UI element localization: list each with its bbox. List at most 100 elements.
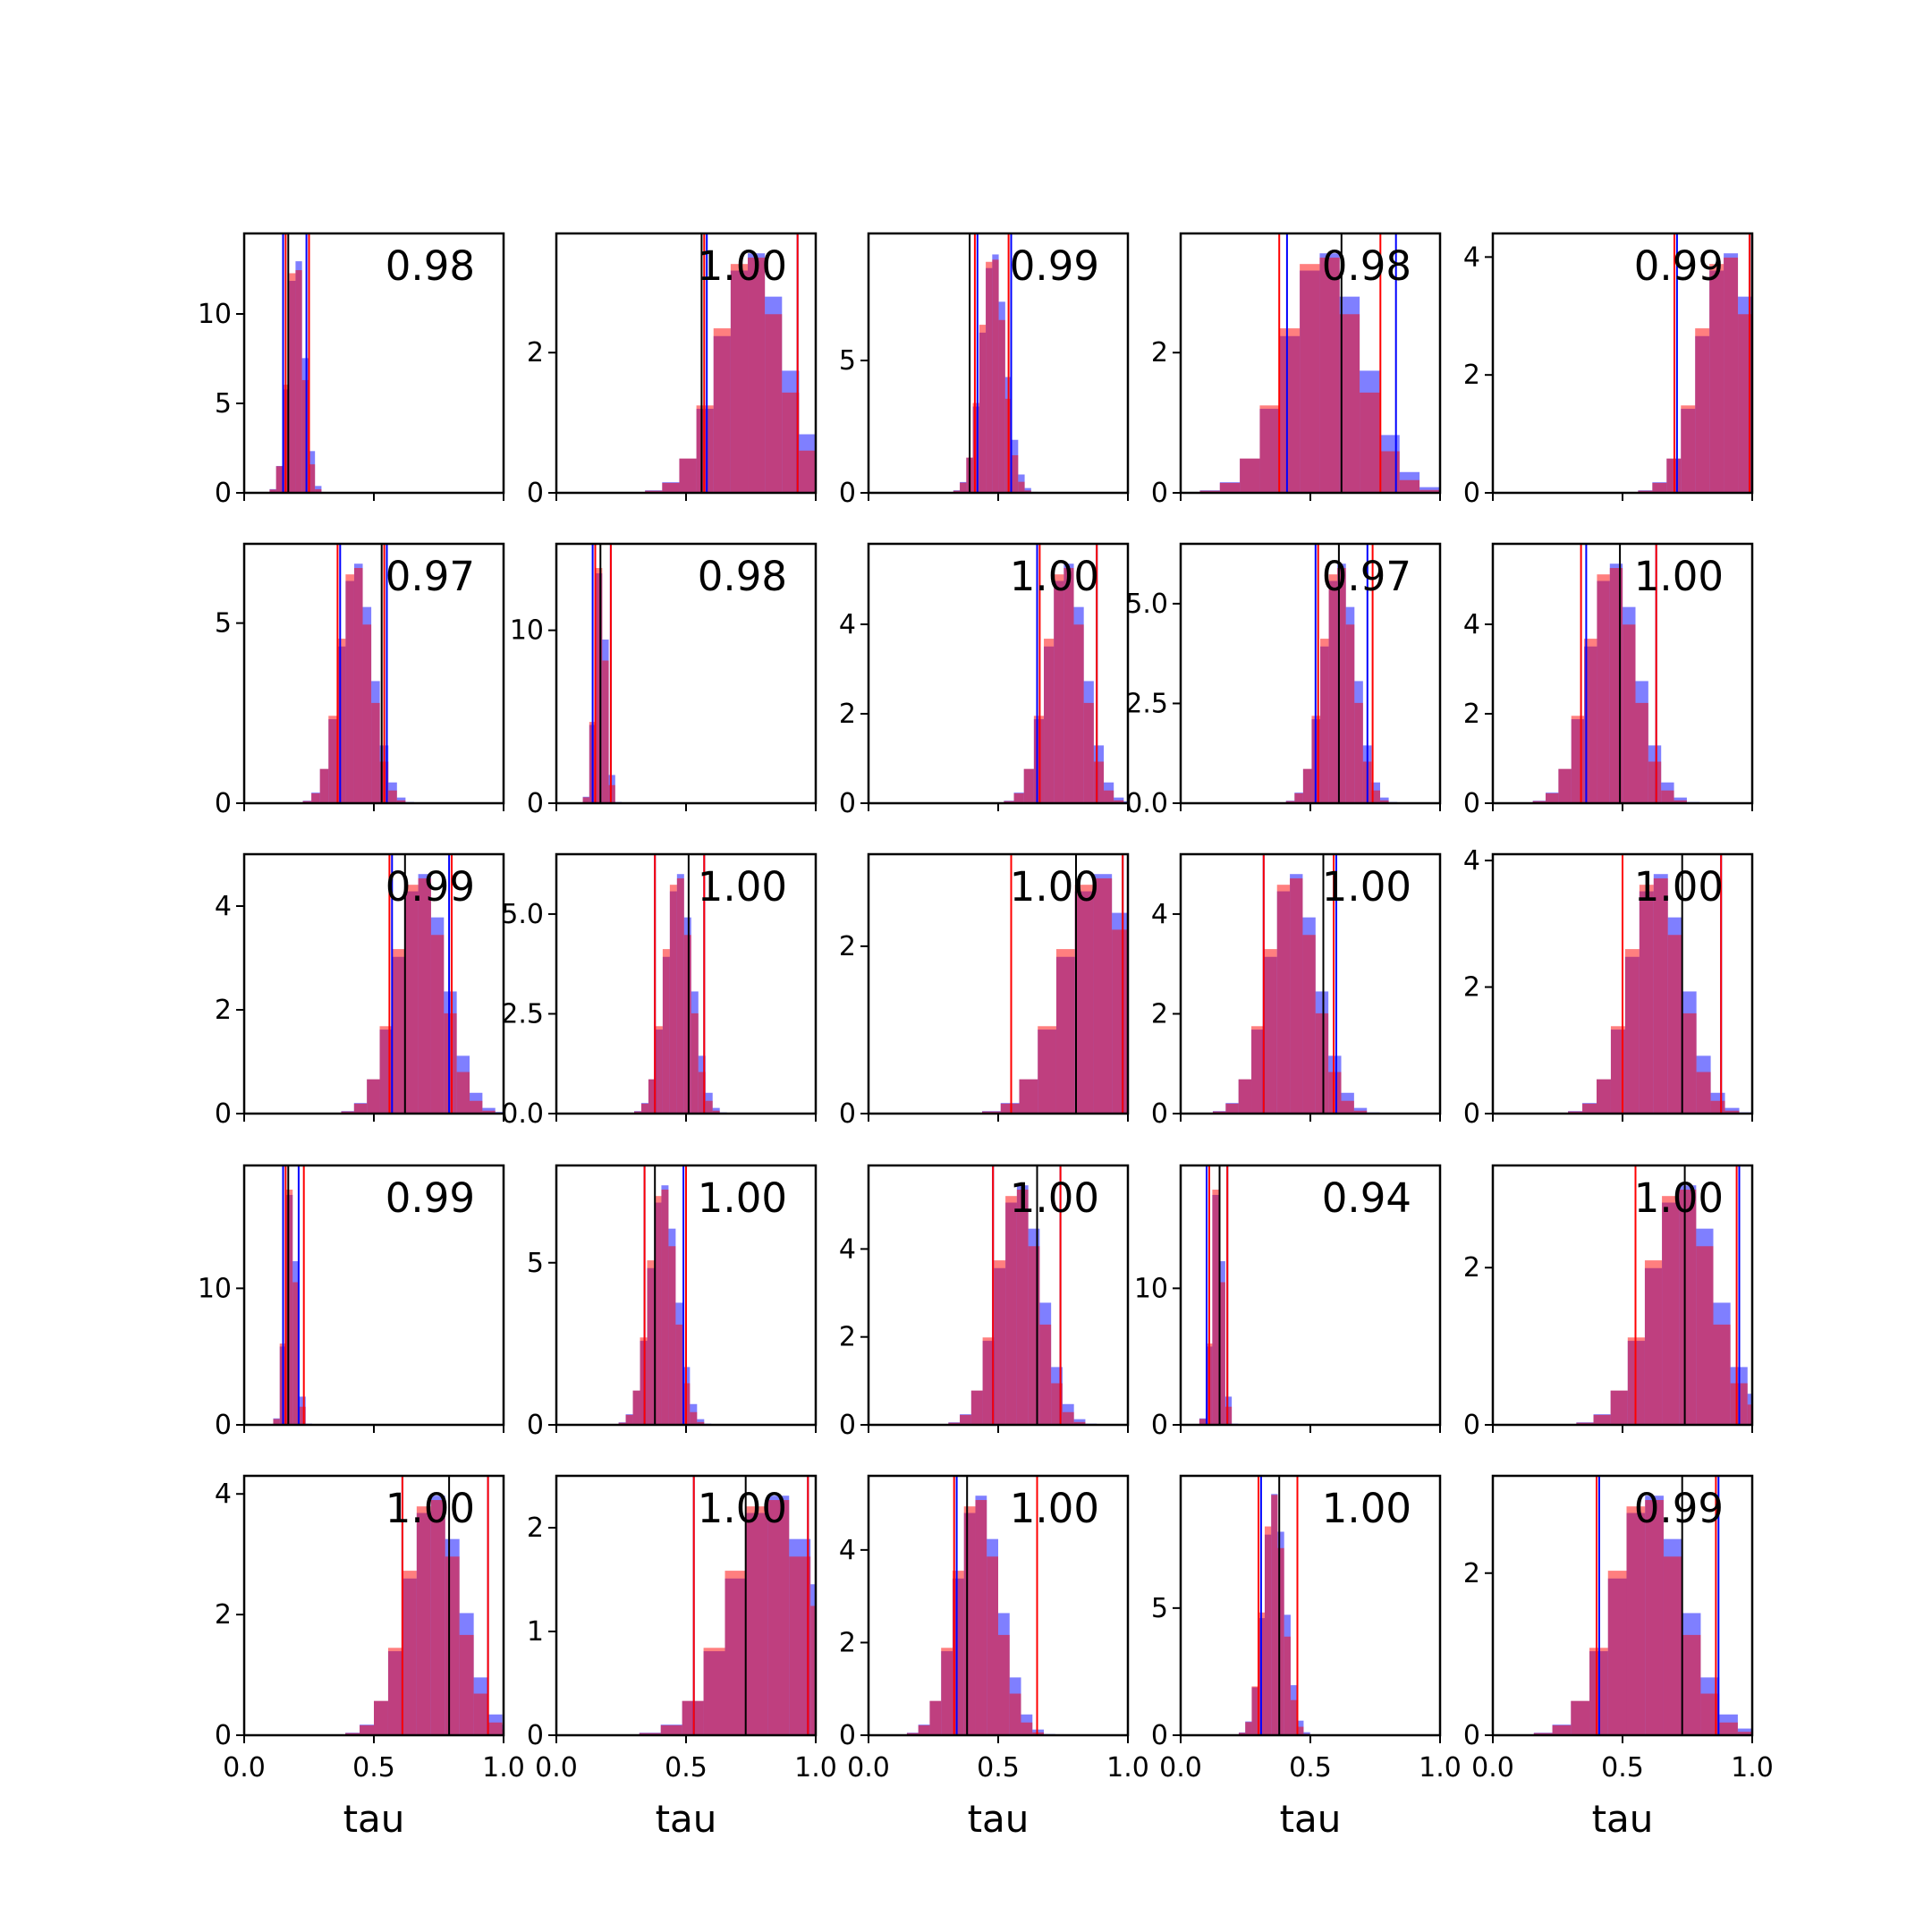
hist-bar-red bbox=[662, 949, 670, 1114]
hist-bar-red bbox=[315, 488, 322, 493]
score-annotation: 0.98 bbox=[698, 553, 787, 600]
y-tick-label: 0 bbox=[527, 478, 544, 509]
x-tick-label: 0.0 bbox=[847, 1752, 890, 1784]
hist-bar-red bbox=[1264, 1526, 1272, 1735]
hist-bar-red bbox=[1610, 1026, 1625, 1114]
score-annotation: 0.99 bbox=[1010, 242, 1099, 290]
subplot-2-5: 0 2 4 1.00 bbox=[1463, 542, 1754, 819]
hist-bar-red bbox=[1009, 1693, 1021, 1735]
score-annotation: 1.00 bbox=[1010, 1174, 1099, 1222]
y-tick-label: 0 bbox=[1463, 478, 1480, 509]
hist-bar-red bbox=[1016, 1190, 1029, 1425]
hist-bar-red bbox=[654, 1196, 662, 1425]
hist-bar-red bbox=[1112, 929, 1128, 1114]
hist-bar-red bbox=[712, 1110, 720, 1114]
hist-bar-red bbox=[1018, 481, 1025, 493]
y-tick-label: 4 bbox=[1151, 899, 1168, 930]
y-tick-label: 10 bbox=[198, 1273, 232, 1304]
hist-bar-red bbox=[402, 1571, 417, 1735]
y-tick-label: 5 bbox=[527, 1248, 544, 1279]
y-tick-label: 0 bbox=[1463, 1098, 1480, 1130]
hist-bar-red bbox=[1379, 451, 1400, 493]
y-tick-label: 0 bbox=[1463, 1410, 1480, 1441]
y-tick-label: 0 bbox=[1463, 1720, 1480, 1751]
hist-bar-red bbox=[1341, 1100, 1354, 1114]
hist-bar-red bbox=[698, 1072, 706, 1114]
y-tick-label: 0 bbox=[839, 1720, 856, 1751]
hist-bar-red bbox=[1682, 1013, 1697, 1114]
hist-bar-red bbox=[1710, 1100, 1725, 1114]
score-annotation: 1.00 bbox=[1010, 863, 1099, 911]
y-tick-label: 0 bbox=[839, 478, 856, 509]
hist-bar-red bbox=[697, 1421, 705, 1425]
hist-bar-red bbox=[1648, 761, 1662, 803]
subplot-3-3: 021.00 bbox=[839, 852, 1130, 1130]
hist-bar-red bbox=[1038, 1026, 1056, 1114]
hist-bar-red bbox=[986, 261, 993, 493]
y-tick-label: 5.0 bbox=[1125, 589, 1168, 620]
y-tick-label: 0 bbox=[215, 478, 232, 509]
hist-bar-red bbox=[1635, 702, 1648, 803]
hist-bar-red bbox=[1661, 790, 1674, 803]
y-tick-label: 0 bbox=[839, 788, 856, 819]
y-tick-label: 2 bbox=[839, 699, 856, 730]
hist-bar-red bbox=[1571, 1700, 1590, 1735]
hist-bar-red bbox=[713, 328, 731, 493]
hist-bar-red bbox=[705, 1100, 713, 1114]
hist-bar-red bbox=[345, 574, 354, 803]
score-annotation: 1.00 bbox=[698, 863, 787, 911]
y-tick-label: 2 bbox=[839, 1322, 856, 1353]
hist-bar-red bbox=[1212, 1190, 1219, 1425]
subplot-1-4: 020.98 bbox=[1151, 232, 1442, 509]
hist-bar-red bbox=[311, 792, 320, 803]
y-tick-label: 2 bbox=[1463, 699, 1480, 730]
hist-bar-red bbox=[625, 1414, 633, 1425]
hist-bar-red bbox=[675, 1324, 683, 1425]
x-tick-label: 0.5 bbox=[977, 1752, 1020, 1784]
hist-bar-red bbox=[929, 1700, 942, 1735]
hist-bar-red bbox=[972, 402, 979, 493]
hist-bar-red bbox=[1653, 878, 1668, 1114]
hist-bar-red bbox=[1724, 1110, 1740, 1114]
hist-bar-red bbox=[1114, 800, 1124, 803]
hist-bar-red bbox=[647, 1260, 655, 1425]
score-annotation: 1.00 bbox=[1322, 1485, 1411, 1532]
subplot-3-5: 0 2 4 1.00 bbox=[1463, 845, 1754, 1130]
hist-bar-red bbox=[405, 885, 419, 1114]
hist-bar-red bbox=[1259, 405, 1280, 493]
hist-bar-red bbox=[371, 702, 380, 803]
hist-bar-red bbox=[392, 949, 406, 1114]
hist-bar-red bbox=[994, 1260, 1006, 1425]
hist-bar-red bbox=[295, 270, 302, 493]
hist-bar-red bbox=[640, 1337, 648, 1425]
hist-bar-red bbox=[473, 1693, 488, 1735]
x-tick-label: 0.0 bbox=[1159, 1752, 1202, 1784]
hist-bar-red bbox=[1219, 482, 1241, 493]
y-tick-label: 2 bbox=[1463, 1558, 1480, 1589]
x-tick-label: 1.0 bbox=[1106, 1752, 1149, 1784]
x-tick-label: 0.0 bbox=[1471, 1752, 1514, 1784]
x-tick-label: 0.5 bbox=[1601, 1752, 1644, 1784]
hist-bar-red bbox=[1419, 489, 1440, 493]
hist-bar-red bbox=[416, 1506, 431, 1735]
subplot-2-4: 0.0 2.5 5.0 0.97 bbox=[1125, 542, 1442, 819]
hist-bar-red bbox=[1019, 1079, 1038, 1114]
hist-bar-red bbox=[1696, 1246, 1714, 1425]
hist-bar-red bbox=[1000, 1103, 1020, 1114]
hist-bar-red bbox=[632, 1390, 640, 1425]
hist-bar-red bbox=[1360, 392, 1380, 493]
y-tick-label: 2 bbox=[1463, 1252, 1480, 1284]
y-tick-label: 0 bbox=[1151, 1720, 1168, 1751]
hist-bar-red bbox=[1300, 264, 1320, 493]
hist-bar-red bbox=[1279, 328, 1301, 493]
hist-bar-red bbox=[367, 1079, 380, 1114]
y-tick-label: 2 bbox=[1151, 337, 1168, 369]
hist-bar-red bbox=[1294, 792, 1303, 803]
hist-bar-red bbox=[730, 264, 749, 493]
subplot-3-4: 0 2 4 1.00 bbox=[1151, 852, 1442, 1130]
hist-bar-red bbox=[374, 1700, 388, 1735]
hist-bar-red bbox=[668, 1246, 676, 1425]
subplot-2-3: 0 2 4 1.00 bbox=[839, 542, 1130, 819]
hist-bar-red bbox=[810, 1606, 816, 1735]
